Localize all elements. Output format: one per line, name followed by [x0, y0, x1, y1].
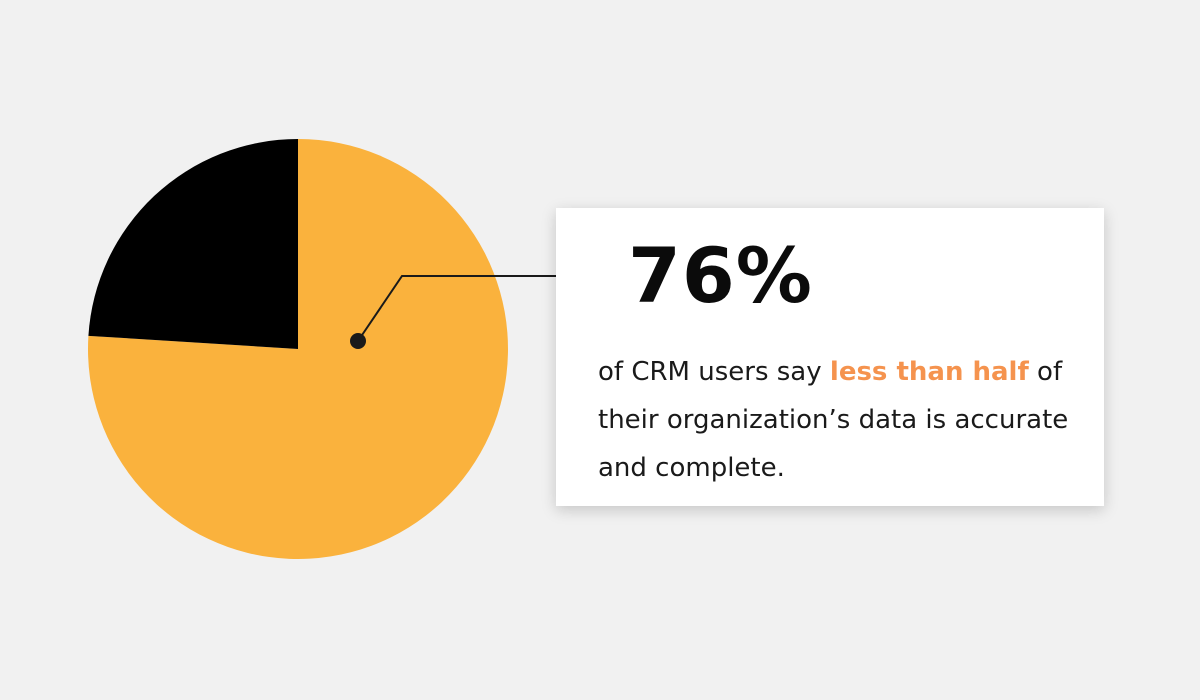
- stat-description: of CRM users say less than half of their…: [598, 348, 1078, 492]
- stat-text-before: of CRM users say: [598, 357, 830, 387]
- callout-leader-line: [357, 275, 556, 342]
- stat-highlight: less than half: [829, 357, 1029, 387]
- callout-leader-dot: [350, 333, 366, 349]
- pie-slice-1: [88, 139, 298, 349]
- stat-text-after: of their organization’s data is accurate…: [598, 357, 1069, 483]
- pie-slices: [87, 139, 508, 559]
- stat-value: 76%: [628, 231, 813, 320]
- stat-callout-card: 76% of CRM users say less than half of t…: [556, 208, 1104, 506]
- pie-slice-0: [87, 139, 508, 559]
